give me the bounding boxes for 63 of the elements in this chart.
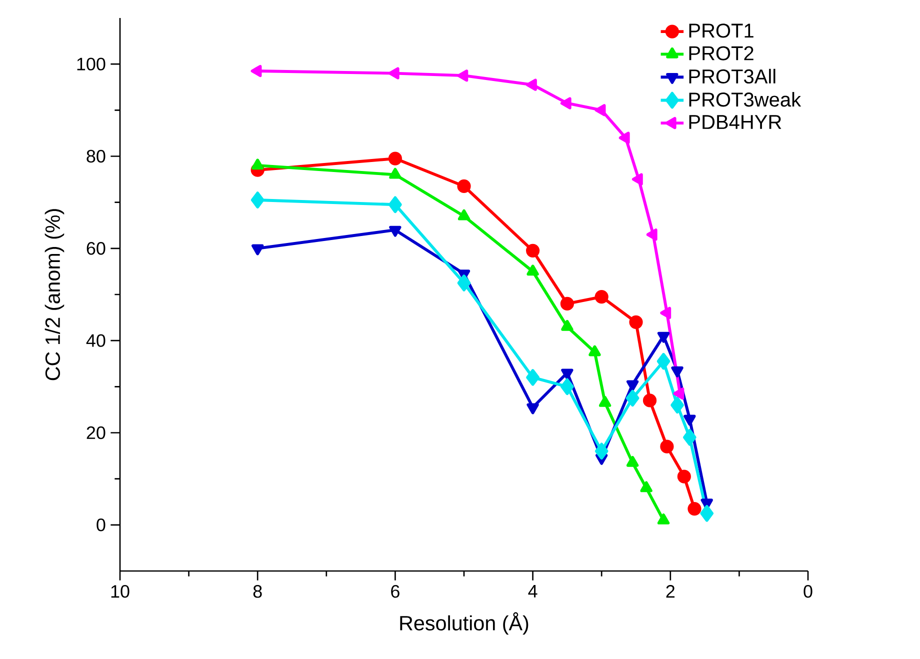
point bbox=[594, 442, 608, 460]
x-tick-label: 6 bbox=[391, 585, 400, 598]
point bbox=[594, 104, 606, 116]
point bbox=[660, 306, 672, 320]
point bbox=[526, 244, 540, 258]
x-tick-label: 8 bbox=[253, 585, 262, 598]
point bbox=[642, 394, 657, 408]
point bbox=[657, 332, 670, 343]
y-tick-label: 60 bbox=[86, 242, 106, 255]
point bbox=[458, 209, 470, 220]
point bbox=[618, 132, 630, 144]
point bbox=[250, 192, 264, 208]
y-tick-label: 40 bbox=[86, 334, 106, 347]
legend-label: PROT2 bbox=[689, 46, 754, 60]
point bbox=[389, 168, 402, 179]
point bbox=[688, 502, 702, 516]
y-axis-title: CC 1/2 (anom) (%) bbox=[44, 209, 64, 380]
point bbox=[594, 290, 608, 304]
point bbox=[626, 390, 640, 407]
point bbox=[560, 97, 572, 110]
point bbox=[389, 226, 402, 237]
y-tick-label: 0 bbox=[96, 518, 106, 532]
x-tick-label: 0 bbox=[804, 585, 812, 598]
point bbox=[250, 64, 262, 78]
point bbox=[677, 470, 691, 484]
point bbox=[682, 428, 696, 446]
legend-label: PROT1 bbox=[689, 24, 754, 38]
point bbox=[526, 403, 539, 414]
point bbox=[671, 366, 684, 378]
point bbox=[673, 387, 684, 400]
point bbox=[561, 368, 574, 380]
x-tick-label: 4 bbox=[528, 585, 538, 598]
point bbox=[252, 244, 264, 256]
point bbox=[526, 369, 540, 386]
point bbox=[388, 67, 400, 80]
point bbox=[526, 264, 539, 276]
point bbox=[252, 158, 264, 170]
point bbox=[660, 440, 674, 454]
point bbox=[656, 352, 670, 370]
point bbox=[670, 396, 684, 414]
point bbox=[526, 78, 537, 91]
x-axis-title: Resolution (Å) bbox=[400, 612, 528, 635]
point bbox=[629, 315, 643, 329]
legend-label: PROT3All bbox=[689, 68, 776, 84]
legend-label: PROT3weak bbox=[689, 92, 802, 107]
point bbox=[388, 196, 402, 214]
point bbox=[457, 274, 471, 292]
legend-label: PDB4HYR bbox=[689, 115, 782, 129]
point bbox=[700, 504, 714, 522]
x-tick-label: 10 bbox=[111, 585, 130, 598]
point bbox=[646, 228, 658, 241]
point bbox=[560, 296, 574, 311]
point bbox=[457, 70, 468, 82]
y-tick-label: 80 bbox=[86, 150, 106, 163]
x-tick-label: 2 bbox=[666, 585, 675, 598]
point bbox=[626, 380, 639, 392]
y-tick-label: 20 bbox=[86, 426, 106, 440]
point bbox=[457, 179, 471, 193]
point bbox=[632, 173, 643, 186]
point bbox=[560, 378, 574, 396]
point bbox=[388, 152, 402, 166]
y-tick-label: 100 bbox=[77, 58, 106, 70]
point bbox=[684, 414, 696, 426]
